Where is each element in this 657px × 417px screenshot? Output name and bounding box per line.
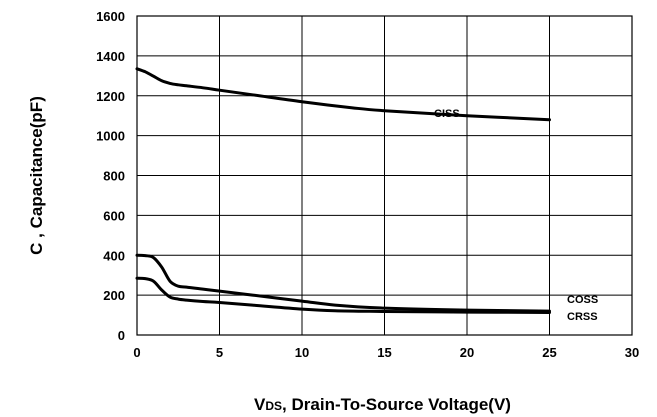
series-label-crss: CRSS (567, 311, 598, 323)
series-line-coss (135, 253, 551, 313)
series-label-ciss: CISS (434, 108, 460, 120)
y-tick-label: 200 (103, 288, 125, 303)
x-axis-title-separator: , (282, 395, 291, 414)
x-axis-title-subscript: DS (265, 399, 282, 413)
series-line-crss (135, 276, 551, 314)
y-tick-label: 800 (103, 169, 125, 184)
plot-area-frame (136, 15, 633, 336)
y-tick-label: 1200 (96, 89, 125, 104)
x-tick-label: 5 (216, 345, 223, 360)
x-axis-ticks: 0 5 10 15 20 25 30 (133, 345, 639, 360)
grid-lines (136, 15, 633, 336)
series-labels: CISS COSS CRSS (434, 108, 598, 323)
y-axis-title: C , Capacitance(pF) (27, 96, 46, 255)
x-tick-label: 30 (625, 345, 639, 360)
y-tick-label: 0 (118, 328, 125, 343)
x-tick-label: 10 (295, 345, 309, 360)
series-label-coss: COSS (567, 294, 598, 306)
y-tick-label: 1600 (96, 9, 125, 24)
series-line-ciss (135, 67, 551, 122)
x-tick-label: 15 (377, 345, 391, 360)
x-axis-title-text: Drain-To-Source Voltage(V) (292, 395, 511, 414)
y-tick-label: 1000 (96, 129, 125, 144)
x-axis-title-symbol: V (254, 395, 266, 414)
series-lines (135, 67, 551, 314)
y-tick-label: 1400 (96, 49, 125, 64)
x-tick-label: 25 (542, 345, 556, 360)
x-tick-label: 0 (133, 345, 140, 360)
y-tick-label: 600 (103, 208, 125, 223)
y-axis-ticks: 0 200 400 600 800 1000 1200 1400 1600 (96, 9, 125, 343)
y-tick-label: 400 (103, 248, 125, 263)
x-tick-label: 20 (460, 345, 474, 360)
x-axis-title: VDS, Drain-To-Source Voltage(V) (254, 395, 511, 414)
